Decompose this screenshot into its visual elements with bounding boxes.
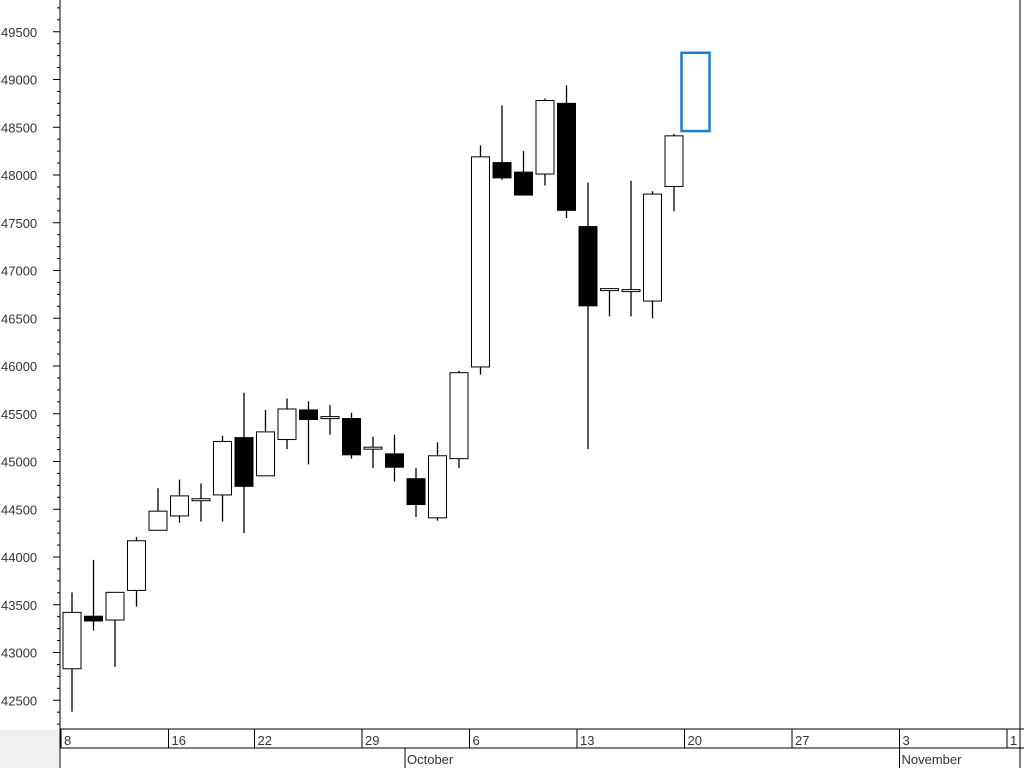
x-day-label: 16 <box>172 733 186 748</box>
candle-body-up <box>664 135 684 187</box>
candle-body-up <box>148 510 168 531</box>
y-tick-label: 44500 <box>1 502 37 517</box>
candle <box>492 105 512 180</box>
candle-body-down <box>299 409 318 420</box>
candle <box>320 405 340 435</box>
x-month-label: October <box>407 752 454 767</box>
y-tick-label: 46500 <box>1 311 37 326</box>
candle-body-down <box>84 615 103 622</box>
x-day-label: 27 <box>795 733 809 748</box>
y-tick-label: 43000 <box>1 646 37 661</box>
candle-body-up <box>127 540 146 591</box>
candle-body-up <box>256 431 275 477</box>
x-day-label: 3 <box>903 733 910 748</box>
candle-body-up <box>643 193 662 302</box>
candle-body-up <box>621 289 641 293</box>
candle <box>105 591 125 667</box>
candle-body-up <box>62 611 82 670</box>
candle-body-down <box>578 226 598 307</box>
candle <box>62 592 82 712</box>
candle <box>191 483 211 522</box>
candle <box>277 398 297 450</box>
x-day-label: 20 <box>688 733 702 748</box>
candle <box>514 151 533 196</box>
candle-body-up <box>600 288 619 292</box>
candle <box>621 180 641 317</box>
candle-body-up <box>105 591 125 621</box>
y-tick-label: 46000 <box>1 359 37 374</box>
candle-body-down <box>492 162 512 179</box>
candle-body-down <box>514 171 533 196</box>
x-day-label: 8 <box>64 733 71 748</box>
candle-body-up <box>170 495 189 517</box>
candle <box>363 436 383 469</box>
y-tick-label: 42500 <box>1 693 37 708</box>
candle <box>234 392 254 534</box>
candle <box>664 133 684 212</box>
y-tick-label: 43500 <box>1 598 37 613</box>
x-day-label: 22 <box>258 733 272 748</box>
candle <box>170 479 189 523</box>
candle <box>127 536 146 607</box>
y-tick-label: 47000 <box>1 264 37 279</box>
candle-body-down <box>234 437 254 487</box>
axis-corner-panel <box>0 730 59 768</box>
highlight-box[interactable] <box>680 51 711 133</box>
x-day-label: 13 <box>580 733 594 748</box>
candle <box>557 85 576 218</box>
candle <box>600 288 619 317</box>
x-day-label: 29 <box>365 733 379 748</box>
selection-rectangle <box>680 51 711 133</box>
candle <box>84 559 103 631</box>
y-tick-label: 49000 <box>1 73 37 88</box>
candle-body-up <box>277 408 297 441</box>
candle-body-up <box>320 416 340 420</box>
candle <box>385 434 404 482</box>
candle-body-up <box>213 440 232 496</box>
y-axis: 42500 43000 43500 44000 44500 45000 45500 46000… <box>1 7 60 725</box>
y-tick-label: 47500 <box>1 216 37 231</box>
y-tick-label: 48000 <box>1 168 37 183</box>
x-month-label: November <box>902 752 963 767</box>
candle-body-up <box>471 156 490 368</box>
candle <box>342 412 361 459</box>
y-tick-label: 44000 <box>1 550 37 565</box>
x-day-label: 6 <box>473 733 480 748</box>
y-tick-label: 49500 <box>1 25 37 40</box>
candle-body-up <box>428 455 447 519</box>
candle-body-down <box>385 453 404 468</box>
candle <box>471 145 490 375</box>
candle-body-down <box>557 102 576 211</box>
y-tick-label: 48500 <box>1 120 37 135</box>
candle <box>578 182 598 450</box>
candle <box>428 442 447 521</box>
candle-body-up <box>449 372 469 460</box>
candle <box>406 468 426 517</box>
candle <box>256 409 275 477</box>
candle <box>535 98 555 186</box>
candle <box>449 370 469 469</box>
y-tick-label: 45000 <box>1 455 37 470</box>
x-day-label: 1 <box>1010 733 1017 748</box>
candle-body-up <box>191 498 211 502</box>
candle <box>213 435 232 522</box>
candle <box>643 191 662 319</box>
candle-body-down <box>342 418 361 456</box>
candle-body-down <box>406 478 426 505</box>
candle <box>299 401 318 465</box>
candle-body-up <box>535 100 555 175</box>
y-tick-label: 45500 <box>1 407 37 422</box>
candles <box>62 85 684 712</box>
candle-body-up <box>363 446 383 450</box>
x-axis: 8 16 22 29 6 13 20 27 3 1 October November <box>60 729 1017 768</box>
candle <box>148 488 168 531</box>
